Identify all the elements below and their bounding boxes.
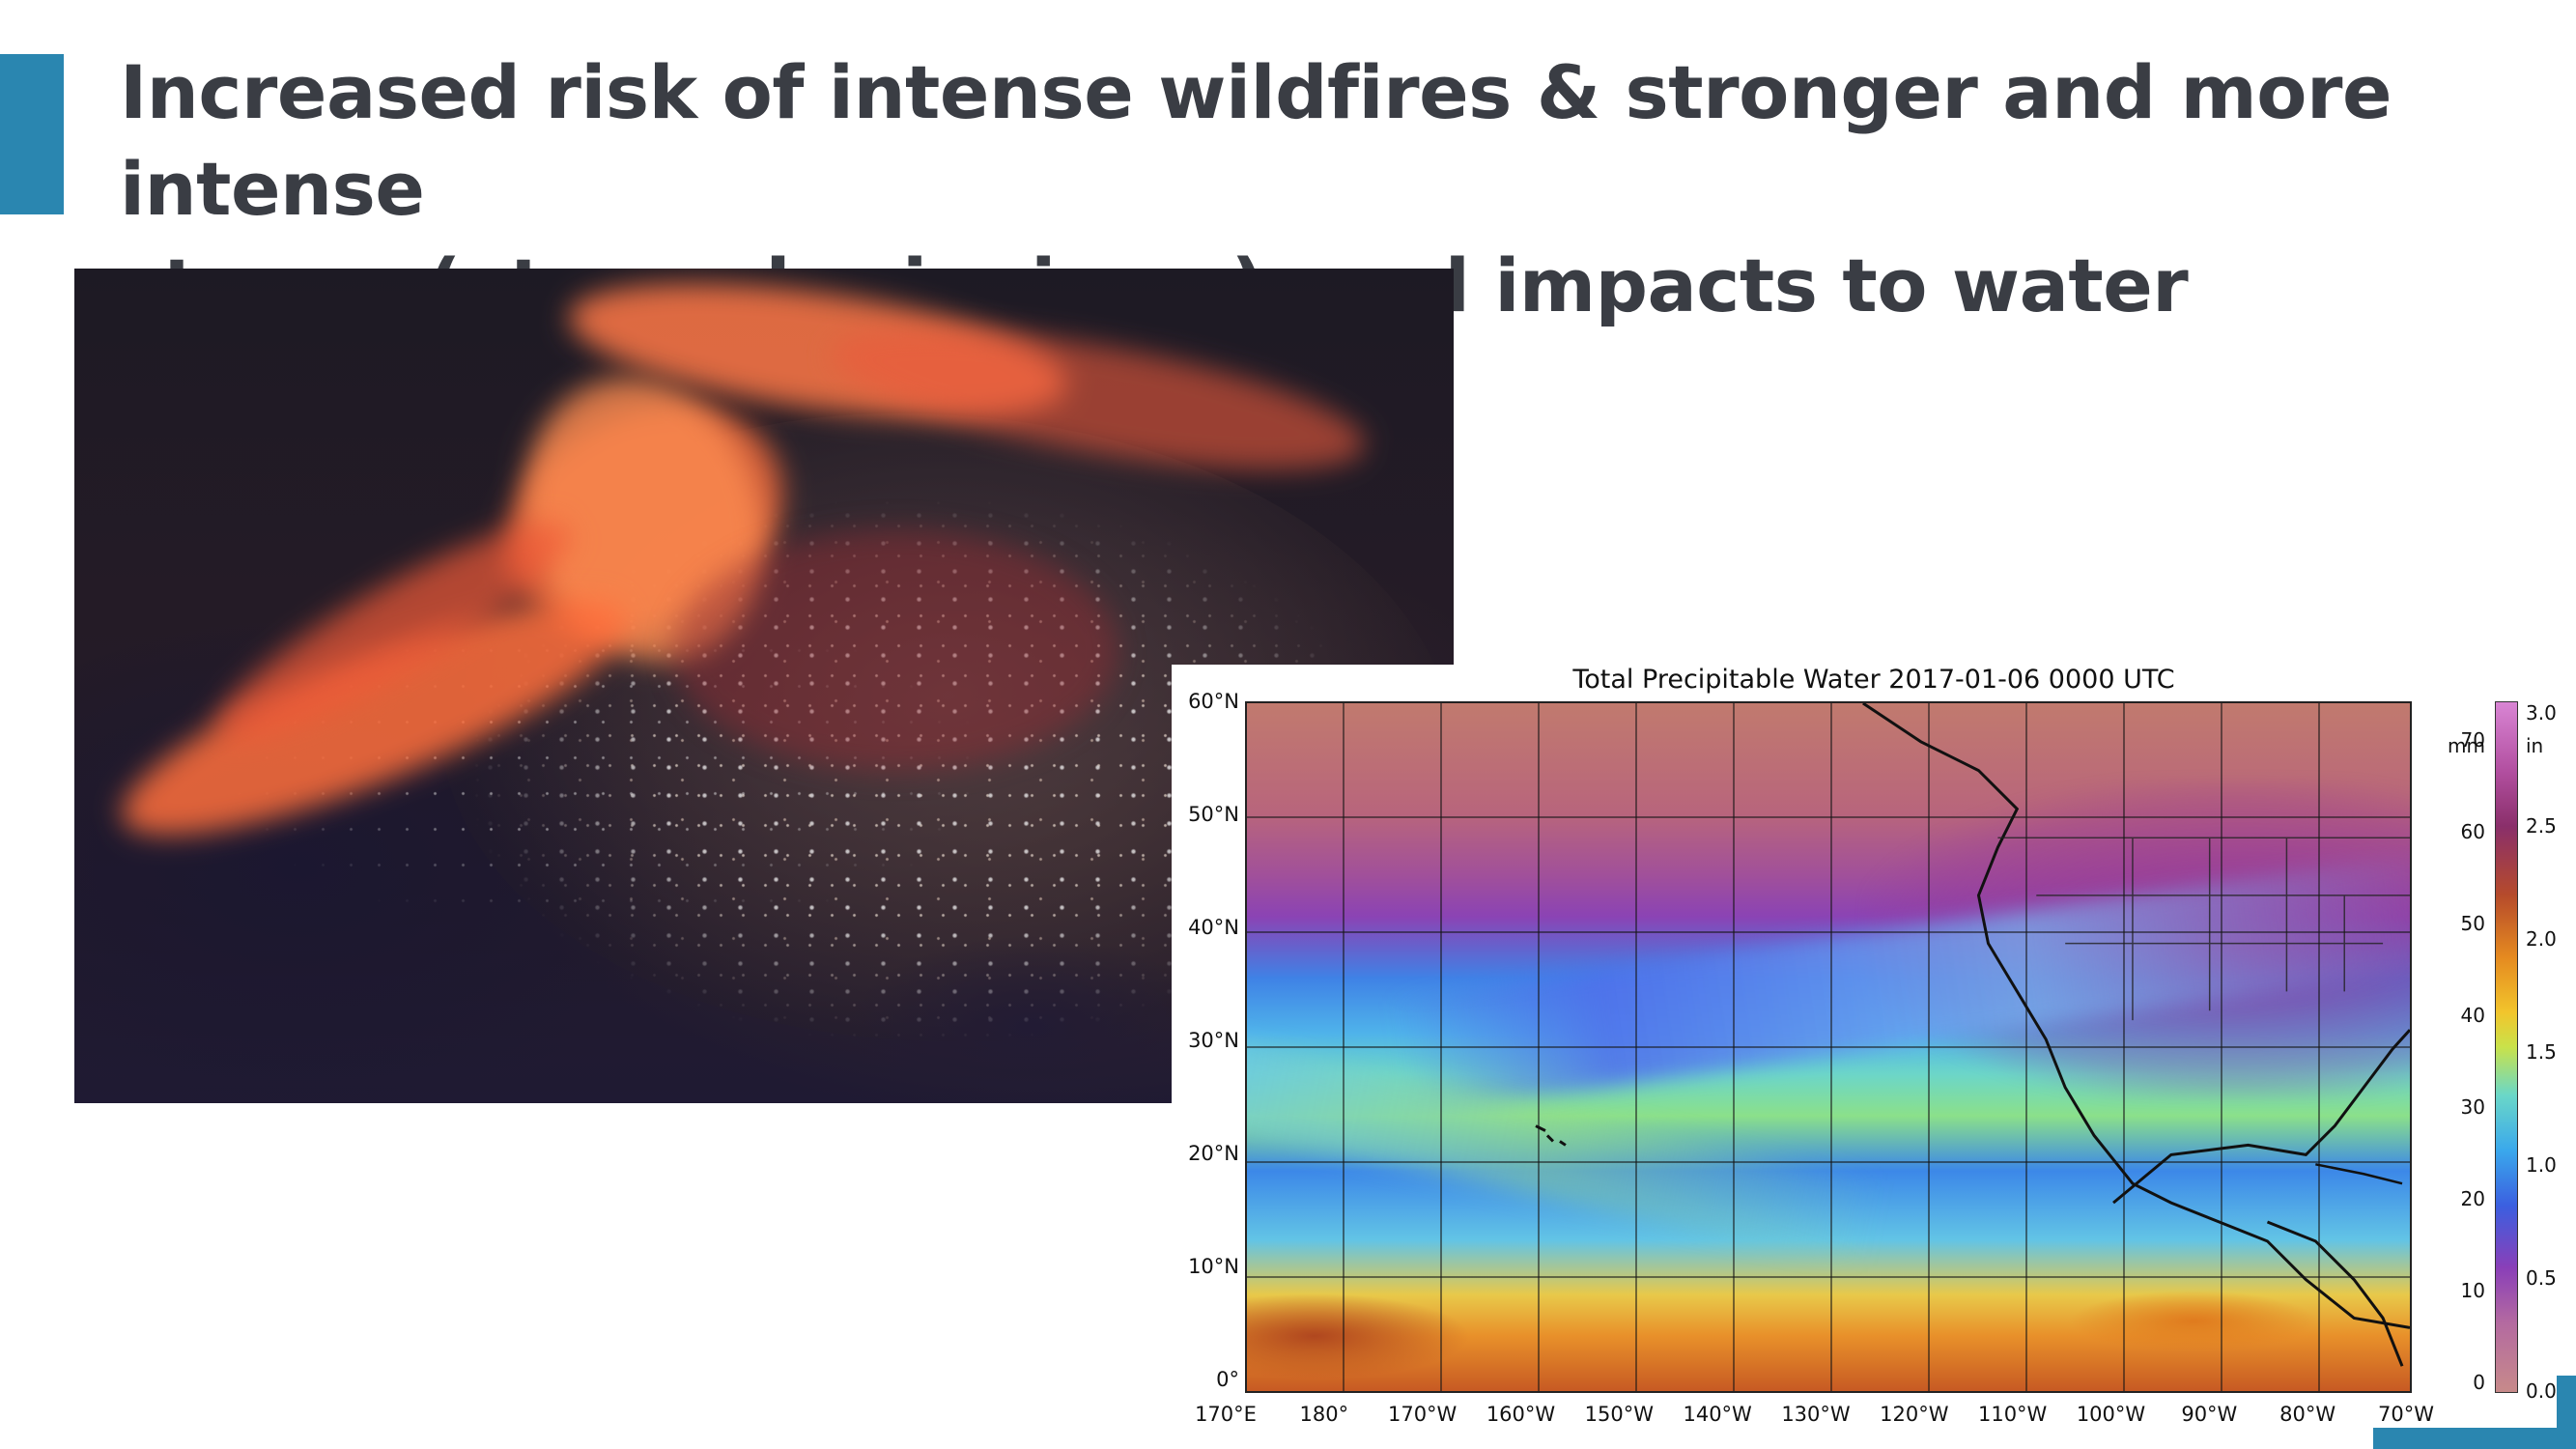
colorbar-mm-label: 0 [2473, 1371, 2485, 1394]
precipitable-water-colorbar [2495, 701, 2518, 1393]
colorbar-mm-label: 40 [2460, 1004, 2485, 1027]
colorbar-mm-label: 60 [2460, 820, 2485, 843]
colorbar-in-unit: in [2526, 734, 2544, 757]
smoke-plume-haze-east [673, 529, 1118, 771]
precip-map-title: Total Precipitable Water 2017-01-06 0000… [1572, 665, 2175, 695]
latitude-label: 40°N [1188, 916, 1239, 939]
longitude-label: 160°W [1486, 1403, 1556, 1426]
colorbar-in-label: 0.5 [2526, 1266, 2557, 1290]
latitude-label: 50°N [1188, 803, 1239, 826]
latitude-label: 60°N [1188, 690, 1239, 713]
precipitable-water-map [1245, 701, 2412, 1393]
latitude-label: 20°N [1188, 1142, 1239, 1165]
colorbar-mm-unit: mm [2448, 734, 2485, 757]
colorbar-in-label: 2.5 [2526, 814, 2557, 838]
longitude-label: 80°W [2279, 1403, 2336, 1426]
colorbar-mm-label: 10 [2460, 1279, 2485, 1302]
longitude-label: 180° [1299, 1403, 1349, 1426]
longitude-label: 70°W [2378, 1403, 2434, 1426]
longitude-label: 170°E [1195, 1403, 1257, 1426]
longitude-label: 130°W [1781, 1403, 1851, 1426]
longitude-label: 110°W [1977, 1403, 2048, 1426]
latitude-label: 30°N [1188, 1029, 1239, 1052]
colorbar-in-label: 1.5 [2526, 1040, 2557, 1064]
longitude-label: 140°W [1683, 1403, 1752, 1426]
longitude-label: 150°W [1584, 1403, 1654, 1426]
slide-title-line-1: Increased risk of intense wildfires & st… [120, 49, 2392, 232]
colorbar-in-label: 3.0 [2526, 701, 2557, 724]
colorbar-mm-label: 50 [2460, 912, 2485, 935]
longitude-label: 90°W [2181, 1403, 2238, 1426]
longitude-label: 170°W [1387, 1403, 1458, 1426]
longitude-label: 100°W [2076, 1403, 2146, 1426]
title-accent-bar [0, 54, 64, 214]
colorbar-mm-label: 20 [2460, 1187, 2485, 1210]
colorbar-mm-label: 30 [2460, 1095, 2485, 1119]
latitude-label: 10°N [1188, 1255, 1239, 1278]
corner-accent-bar [2373, 1428, 2576, 1449]
precipitable-water-map-panel: Total Precipitable Water 2017-01-06 0000… [1172, 665, 2576, 1449]
lat-lon-grid [1247, 703, 2410, 1391]
colorbar-mm-label: 70 [2460, 728, 2485, 752]
corner-accent-bar-vertical [2557, 1376, 2576, 1449]
longitude-label: 120°W [1880, 1403, 1949, 1426]
colorbar-in-label: 2.0 [2526, 927, 2557, 951]
colorbar-in-label: 0.0 [2526, 1379, 2557, 1403]
latitude-label: 0° [1216, 1368, 1239, 1391]
colorbar-in-label: 1.0 [2526, 1153, 2557, 1177]
